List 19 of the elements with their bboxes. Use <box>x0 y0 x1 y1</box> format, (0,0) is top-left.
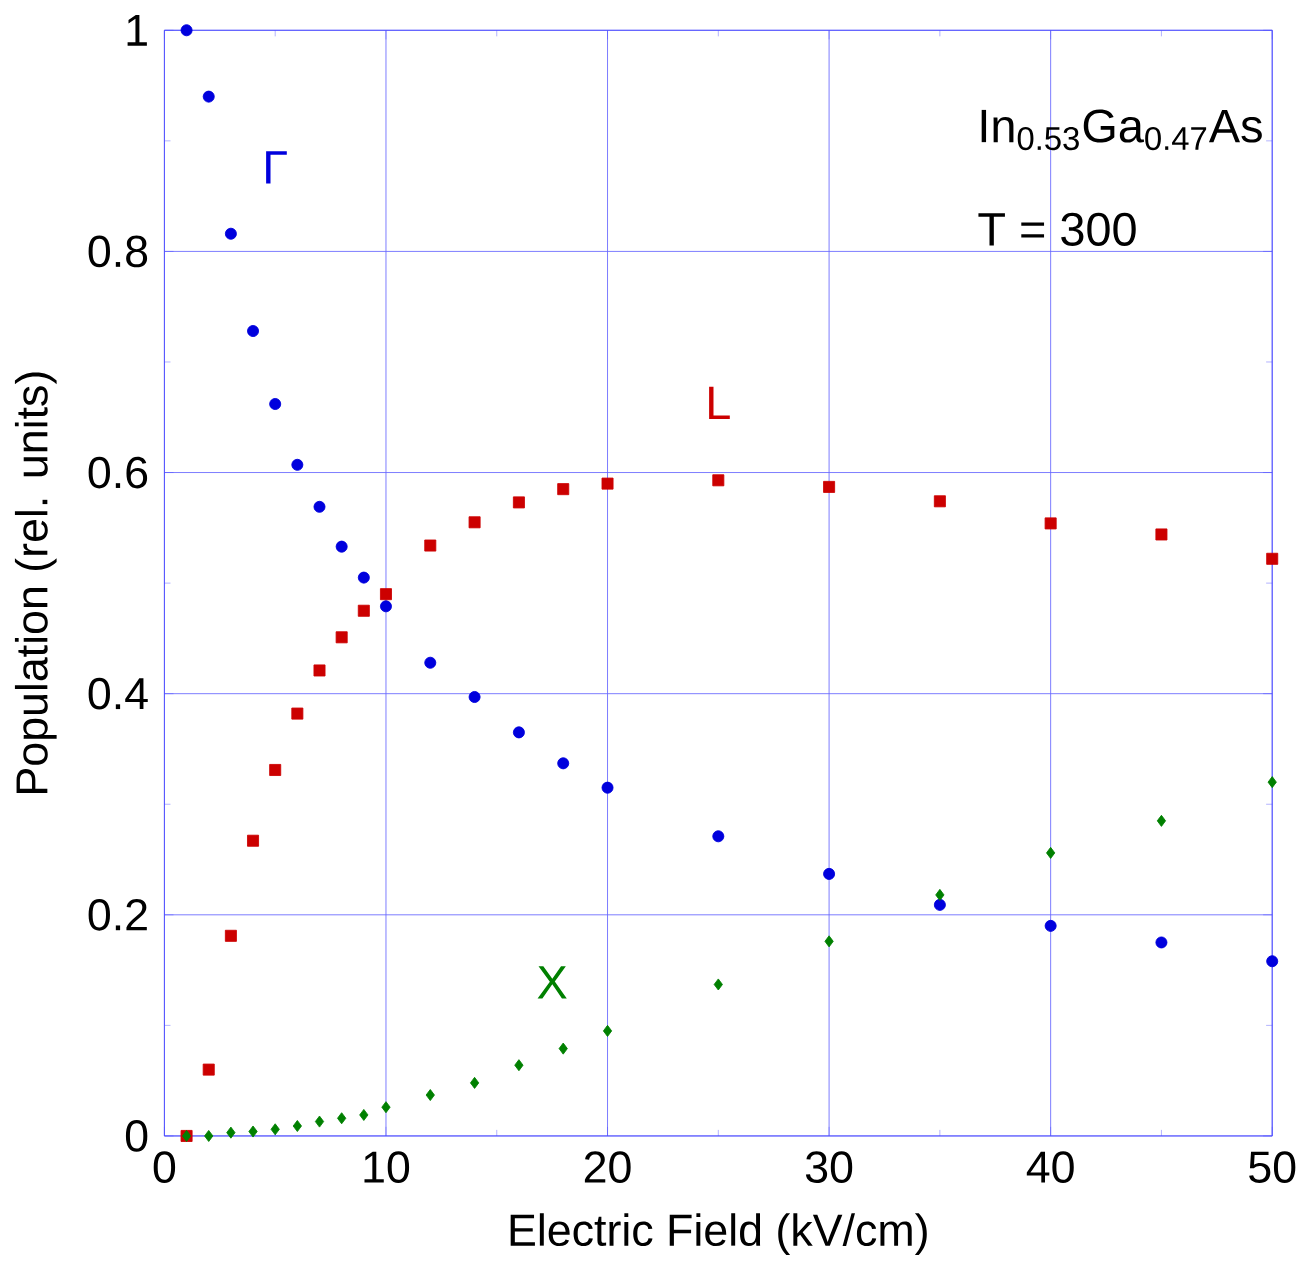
x-tick-label: 0 <box>153 1151 176 1184</box>
y-tick-label: 0.8 <box>88 235 148 268</box>
annotation: T = 300 <box>978 212 1136 246</box>
y-tick-label: 1 <box>127 14 147 46</box>
y-tick-label: 0.6 <box>88 456 148 489</box>
series-label: Γ <box>266 151 287 184</box>
series-label: L <box>709 386 730 420</box>
x-tick-label: 20 <box>584 1151 631 1184</box>
y-tick-label: 0.4 <box>88 677 148 710</box>
x-tick-label: 50 <box>1249 1151 1296 1184</box>
y-tick-label: 0.2 <box>88 899 147 931</box>
x-tick-label: 30 <box>805 1151 853 1184</box>
y-tick-label: 0 <box>125 1120 148 1152</box>
x-tick-label: 10 <box>364 1151 410 1184</box>
annotation: In$_{0.53}$Ga$_{0.47}$As <box>981 109 1262 151</box>
x-tick-label: 40 <box>1026 1151 1074 1184</box>
series-label: X <box>537 966 567 999</box>
y-axis-title: Population (rel. units) <box>14 372 57 793</box>
x-axis-title: Electric Field (kV/cm) <box>510 1213 927 1255</box>
